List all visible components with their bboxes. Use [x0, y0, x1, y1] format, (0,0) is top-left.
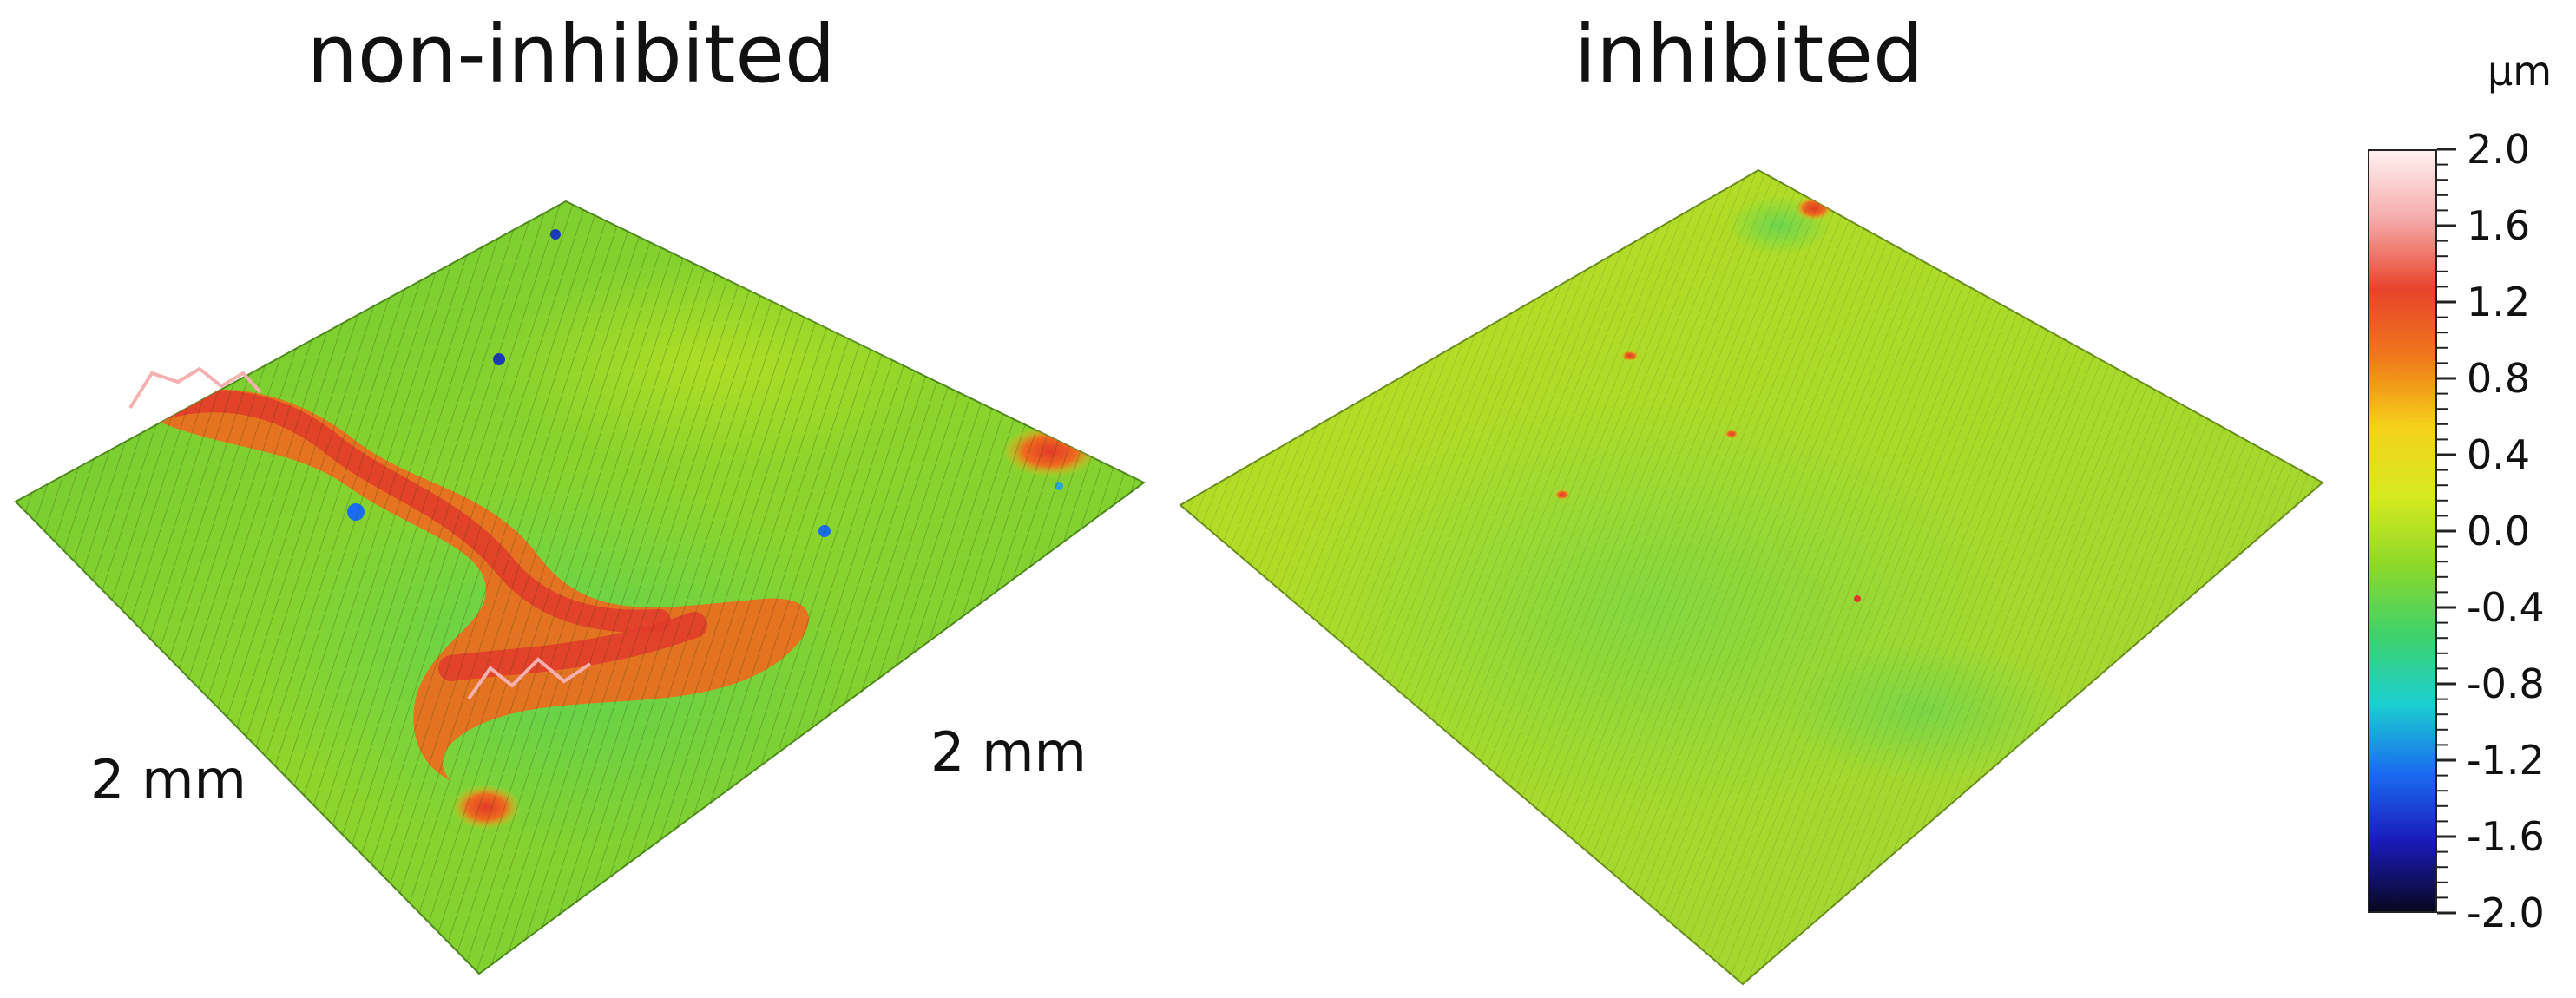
colorbar-tick-label: -1.2: [2467, 737, 2545, 784]
dimension-label-left: 2 mm: [90, 748, 246, 811]
colorbar-tick-label: -2.0: [2467, 890, 2545, 936]
colorbar-tick-label: 0.8: [2467, 355, 2531, 402]
colorbar-unit-label: μm: [2487, 48, 2553, 95]
colorbar-tick-label: 1.6: [2467, 202, 2531, 249]
colorbar-tick-label: 0.4: [2467, 431, 2531, 478]
panel-title-inhibited: inhibited: [1574, 8, 1924, 101]
panel-title-non-inhibited: non-inhibited: [306, 8, 836, 101]
colorbar-tick-label: -0.4: [2467, 584, 2545, 631]
colorbar: [2368, 149, 2437, 913]
colorbar-tick-label: -1.6: [2467, 813, 2545, 860]
colorbar-tick-label: 1.2: [2467, 279, 2531, 325]
colorbar-tick-label: -0.8: [2467, 660, 2545, 707]
dimension-label-right: 2 mm: [930, 720, 1087, 784]
colorbar-tick-label: 0.0: [2467, 508, 2531, 555]
colorbar-tick-label: 2.0: [2467, 126, 2531, 173]
